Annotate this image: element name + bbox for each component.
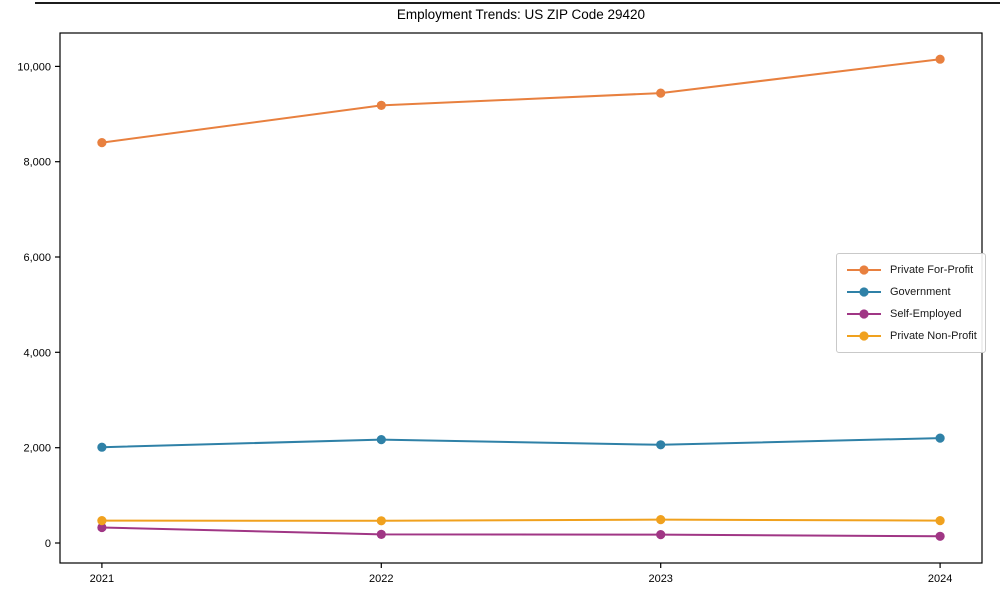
legend-item-private-non-profit: Private Non-Profit [845,325,977,347]
data-point-private-non-profit-2021 [97,516,107,526]
data-point-government-2024 [935,433,945,443]
legend-label: Self-Employed [890,308,962,320]
legend-marker-icon [847,309,881,319]
data-point-self-employed-2021 [97,522,107,533]
legend-item-government: Government [845,281,977,303]
data-point-self-employed-2023 [656,530,666,540]
line-private-for-profit [101,58,941,144]
data-point-government-2023 [656,440,666,450]
legend-label: Private For-Profit [890,264,974,276]
data-point-private-for-profit-2021 [97,138,107,148]
data-point-self-employed-2024 [935,531,945,541]
y-tick-label: 0 [45,538,51,550]
legend-marker-icon [847,331,881,341]
x-tick-label: 2023 [648,573,672,585]
legend-item-self-employed: Self-Employed [845,303,977,325]
y-tick-label: 10,000 [17,61,51,73]
data-point-self-employed-2022 [376,529,386,540]
legend-item-private-for-profit: Private For-Profit [845,259,977,281]
legend-label: Private Non-Profit [890,330,977,342]
line-private-non-profit [101,518,941,522]
y-tick-label: 4,000 [23,347,51,359]
data-point-private-non-profit-2023 [656,515,666,525]
legend-marker-icon [847,265,881,275]
line-government [101,437,941,449]
y-tick-label: 6,000 [23,252,51,264]
x-tick-label: 2024 [928,573,952,585]
x-tick-label: 2021 [90,573,114,585]
chart-title: Employment Trends: US ZIP Code 29420 [396,7,646,22]
data-point-private-for-profit-2024 [935,54,945,64]
line-self-employed [101,526,941,538]
data-point-private-non-profit-2024 [935,516,945,526]
data-point-private-for-profit-2023 [656,88,666,98]
y-tick-label: 2,000 [23,443,51,455]
legend-marker-icon [847,287,881,297]
legend-label: Government [890,286,951,298]
x-tick-label: 2022 [369,573,393,585]
data-point-private-non-profit-2022 [376,516,386,526]
y-tick-label: 8,000 [23,157,51,169]
data-point-government-2021 [97,442,107,452]
legend: Private For-Profit Government Self-Employe… [836,253,986,353]
data-point-government-2022 [376,435,386,445]
data-point-private-for-profit-2022 [376,100,386,110]
window-top-border [35,2,1000,4]
